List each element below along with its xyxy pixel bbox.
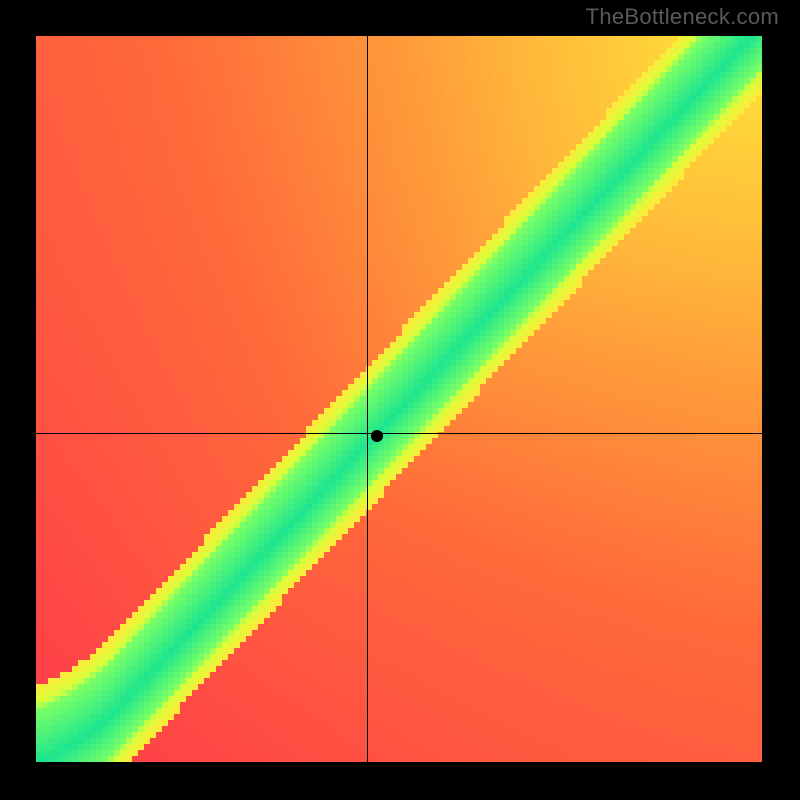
data-point-marker xyxy=(371,430,383,442)
watermark-text: TheBottleneck.com xyxy=(586,4,779,30)
heatmap-canvas xyxy=(36,36,764,764)
crosshair-horizontal xyxy=(36,433,764,434)
heatmap-plot xyxy=(36,36,764,764)
crosshair-vertical xyxy=(367,36,368,764)
